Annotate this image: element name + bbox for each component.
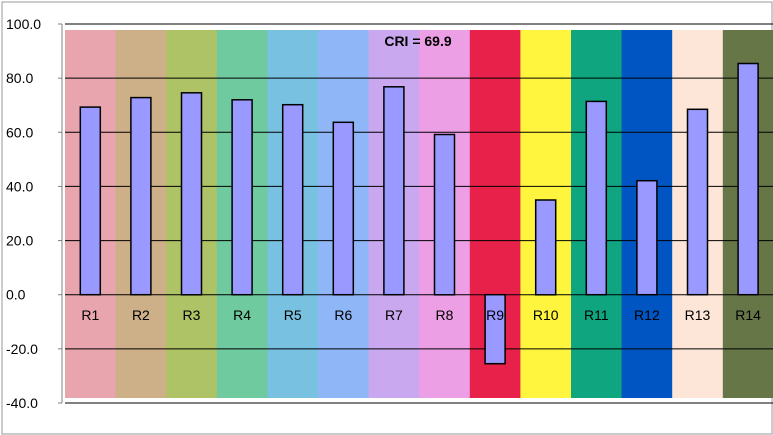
bar-r1 [79,106,102,296]
bar-r3 [180,92,203,296]
y-tick-label: 20.0 [6,233,33,249]
x-tick-label-r3: R3 [183,307,201,323]
bar-r4 [231,99,253,296]
bar-r14 [737,62,759,296]
y-tick-label: 100.0 [6,16,41,32]
bar-r6 [332,121,355,296]
category-backgrounds [65,30,773,398]
bars [79,62,759,365]
x-tick-label-r12: R12 [634,307,660,323]
x-tick-label-r9: R9 [486,307,504,323]
x-tick-label-r13: R13 [685,307,711,323]
y-tick-label: 0.0 [6,287,26,303]
bar-r11 [585,100,608,296]
x-tick-label-r2: R2 [132,307,150,323]
x-tick-label-r6: R6 [334,307,352,323]
x-tick-label-r11: R11 [584,307,609,323]
x-tick-label-r8: R8 [436,307,454,323]
x-tick-label-r10: R10 [533,307,559,323]
x-tick-label-r7: R7 [385,307,403,323]
y-tick-label: 80.0 [6,70,33,86]
y-tick-labels: -40.0 -20.0 0.0 20.0 40.0 60.0 80.0 100.0 [6,16,41,411]
bar-r7 [383,86,405,296]
bar-r10 [534,199,557,296]
bar-r12 [636,179,658,296]
cri-annotation: CRI = 69.9 [384,33,452,49]
x-tick-label-r4: R4 [233,307,251,323]
x-tick-label-r1: R1 [81,307,99,323]
x-tick-label-r5: R5 [284,307,302,323]
bar-r2 [130,96,152,296]
x-tick-label-r14: R14 [735,307,761,323]
y-tick-label: 60.0 [6,124,33,140]
y-tick-label: -40.0 [6,395,38,411]
bar-r9 [484,293,506,365]
bar-r5 [281,103,304,296]
x-tick-labels: R1 R2 R3 R4 R5 R6 R7 R8 R9 R10 R11 R12 R13 R14 [81,307,761,323]
bar-r8 [433,133,456,296]
y-tick-label: -20.0 [6,341,38,357]
bar-r13 [686,108,709,296]
y-tick-label: 40.0 [6,178,33,194]
